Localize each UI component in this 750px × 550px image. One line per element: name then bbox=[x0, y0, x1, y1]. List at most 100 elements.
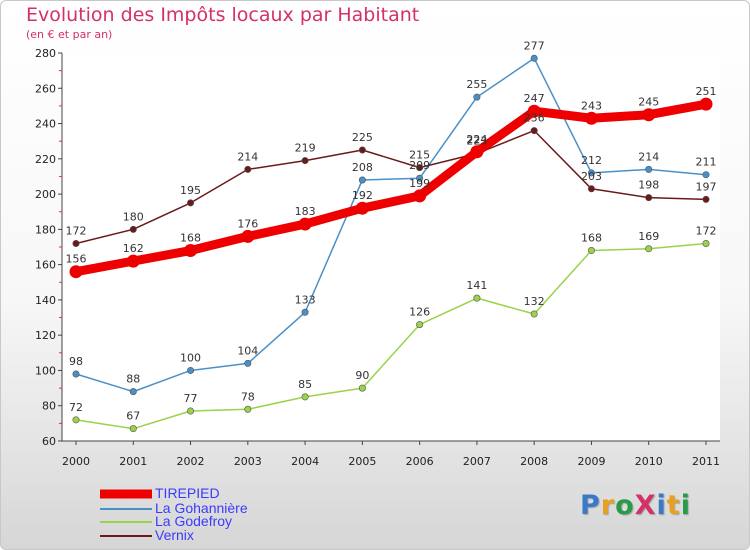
data-label-la-godefroy: 169 bbox=[638, 230, 659, 243]
data-point-la-gohanni-re bbox=[301, 308, 309, 316]
y-tick-label: 120 bbox=[35, 329, 56, 342]
data-point-vernix bbox=[358, 146, 366, 154]
data-point-la-godefroy bbox=[416, 321, 424, 329]
data-point-vernix bbox=[416, 164, 424, 172]
data-point-la-gohanni-re bbox=[72, 370, 80, 378]
y-tick-label: 160 bbox=[35, 259, 56, 272]
data-label-la-gohanni-re: 208 bbox=[352, 161, 373, 174]
data-point-la-gohanni-re bbox=[587, 169, 595, 177]
data-label-la-godefroy: 78 bbox=[241, 390, 255, 403]
data-point-vernix bbox=[530, 127, 538, 135]
data-point-la-godefroy bbox=[301, 393, 309, 401]
logo-letter: P bbox=[580, 490, 601, 521]
data-point-vernix bbox=[244, 165, 252, 173]
data-point-tirepied bbox=[241, 229, 255, 243]
data-label-la-gohanni-re: 104 bbox=[237, 344, 258, 357]
data-label-la-gohanni-re: 100 bbox=[180, 351, 201, 364]
y-tick-label: 60 bbox=[42, 435, 56, 448]
data-point-la-godefroy bbox=[702, 239, 710, 247]
data-label-la-godefroy: 85 bbox=[298, 378, 312, 391]
proxiti-logo: ProXiti bbox=[580, 490, 691, 521]
data-label-la-godefroy: 77 bbox=[184, 392, 198, 405]
data-point-la-godefroy bbox=[129, 425, 137, 433]
series-line-vernix bbox=[75, 129, 707, 245]
data-point-la-godefroy bbox=[358, 384, 366, 392]
data-label-la-godefroy: 172 bbox=[696, 224, 717, 237]
logo-letter: i bbox=[656, 490, 667, 521]
logo-letter: r bbox=[600, 490, 616, 521]
data-label-la-godefroy: 168 bbox=[581, 232, 602, 245]
data-point-tirepied bbox=[584, 111, 598, 125]
data-label-la-gohanni-re: 277 bbox=[524, 39, 545, 52]
data-label-tirepied: 251 bbox=[696, 85, 717, 98]
y-tick-label: 80 bbox=[42, 400, 56, 413]
data-label-tirepied: 192 bbox=[352, 189, 373, 202]
data-point-tirepied bbox=[470, 145, 484, 159]
data-point-la-gohanni-re bbox=[129, 388, 137, 396]
data-point-tirepied bbox=[642, 108, 656, 122]
data-point-tirepied bbox=[413, 189, 427, 203]
data-point-tirepied bbox=[355, 201, 369, 215]
x-tick-label: 2003 bbox=[234, 455, 262, 468]
data-point-tirepied bbox=[298, 217, 312, 231]
data-label-la-godefroy: 90 bbox=[355, 369, 369, 382]
chart-subtitle: (en € et par an) bbox=[26, 28, 113, 41]
data-label-la-gohanni-re: 211 bbox=[696, 156, 717, 169]
data-label-vernix: 225 bbox=[352, 131, 373, 144]
data-label-tirepied: 183 bbox=[295, 205, 316, 218]
data-label-tirepied: 224 bbox=[466, 133, 487, 146]
data-label-vernix: 223 bbox=[466, 135, 487, 148]
series-line-tirepied bbox=[71, 99, 711, 277]
x-tick-label: 2002 bbox=[177, 455, 205, 468]
x-tick-label: 2000 bbox=[62, 455, 90, 468]
data-label-la-gohanni-re: 214 bbox=[638, 150, 659, 163]
chart-title: Evolution des Impôts locaux par Habitant bbox=[26, 4, 420, 26]
x-tick-label: 2010 bbox=[635, 455, 663, 468]
data-point-tirepied bbox=[126, 254, 140, 268]
data-label-vernix: 219 bbox=[295, 142, 316, 155]
x-tick-label: 2007 bbox=[463, 455, 491, 468]
data-label-la-gohanni-re: 98 bbox=[69, 355, 83, 368]
data-label-tirepied: 247 bbox=[524, 92, 545, 105]
data-point-la-gohanni-re bbox=[187, 366, 195, 374]
data-label-la-godefroy: 132 bbox=[524, 295, 545, 308]
data-point-la-godefroy bbox=[244, 405, 252, 413]
data-point-la-gohanni-re bbox=[702, 171, 710, 179]
data-label-la-godefroy: 141 bbox=[466, 279, 487, 292]
data-point-la-godefroy bbox=[587, 247, 595, 255]
x-tick-label: 2006 bbox=[406, 455, 434, 468]
legend-swatch-vernix bbox=[100, 535, 152, 537]
data-point-la-godefroy bbox=[530, 310, 538, 318]
logo-letter: i bbox=[680, 490, 691, 521]
data-label-tirepied: 176 bbox=[237, 217, 258, 230]
data-point-tirepied bbox=[184, 244, 198, 258]
series-line-la-gohanni-re bbox=[75, 57, 707, 393]
plot-area bbox=[62, 53, 720, 441]
data-label-la-gohanni-re: 88 bbox=[126, 373, 140, 386]
data-label-la-godefroy: 126 bbox=[409, 306, 430, 319]
data-point-la-gohanni-re bbox=[473, 93, 481, 101]
legend-label-la-gohanniere: La Gohannière bbox=[155, 500, 248, 516]
y-tick-label: 260 bbox=[35, 82, 56, 95]
data-point-la-godefroy bbox=[645, 245, 653, 253]
data-point-vernix bbox=[129, 225, 137, 233]
data-label-tirepied: 162 bbox=[123, 242, 144, 255]
data-label-vernix: 236 bbox=[524, 112, 545, 125]
data-label-tirepied: 245 bbox=[638, 96, 659, 109]
legend-label-vernix: Vernix bbox=[155, 527, 194, 543]
legend-label-la-godefroy: La Godefroy bbox=[155, 513, 233, 529]
legend-swatch-la-gohanniere bbox=[100, 508, 152, 510]
y-tick-label: 100 bbox=[35, 364, 56, 377]
data-label-tirepied: 199 bbox=[409, 177, 430, 190]
data-label-la-gohanni-re: 255 bbox=[466, 78, 487, 91]
data-point-tirepied bbox=[69, 265, 83, 279]
logo-letter: o bbox=[615, 490, 635, 521]
data-point-vernix bbox=[72, 239, 80, 247]
logo-letter: X bbox=[634, 490, 657, 521]
legend-swatch-la-godefroy bbox=[100, 521, 152, 523]
data-label-la-gohanni-re: 212 bbox=[581, 154, 602, 167]
data-point-la-gohanni-re bbox=[645, 165, 653, 173]
legend-label-tirepied: TIREPIED bbox=[155, 485, 220, 501]
data-label-la-gohanni-re: 133 bbox=[295, 293, 316, 306]
